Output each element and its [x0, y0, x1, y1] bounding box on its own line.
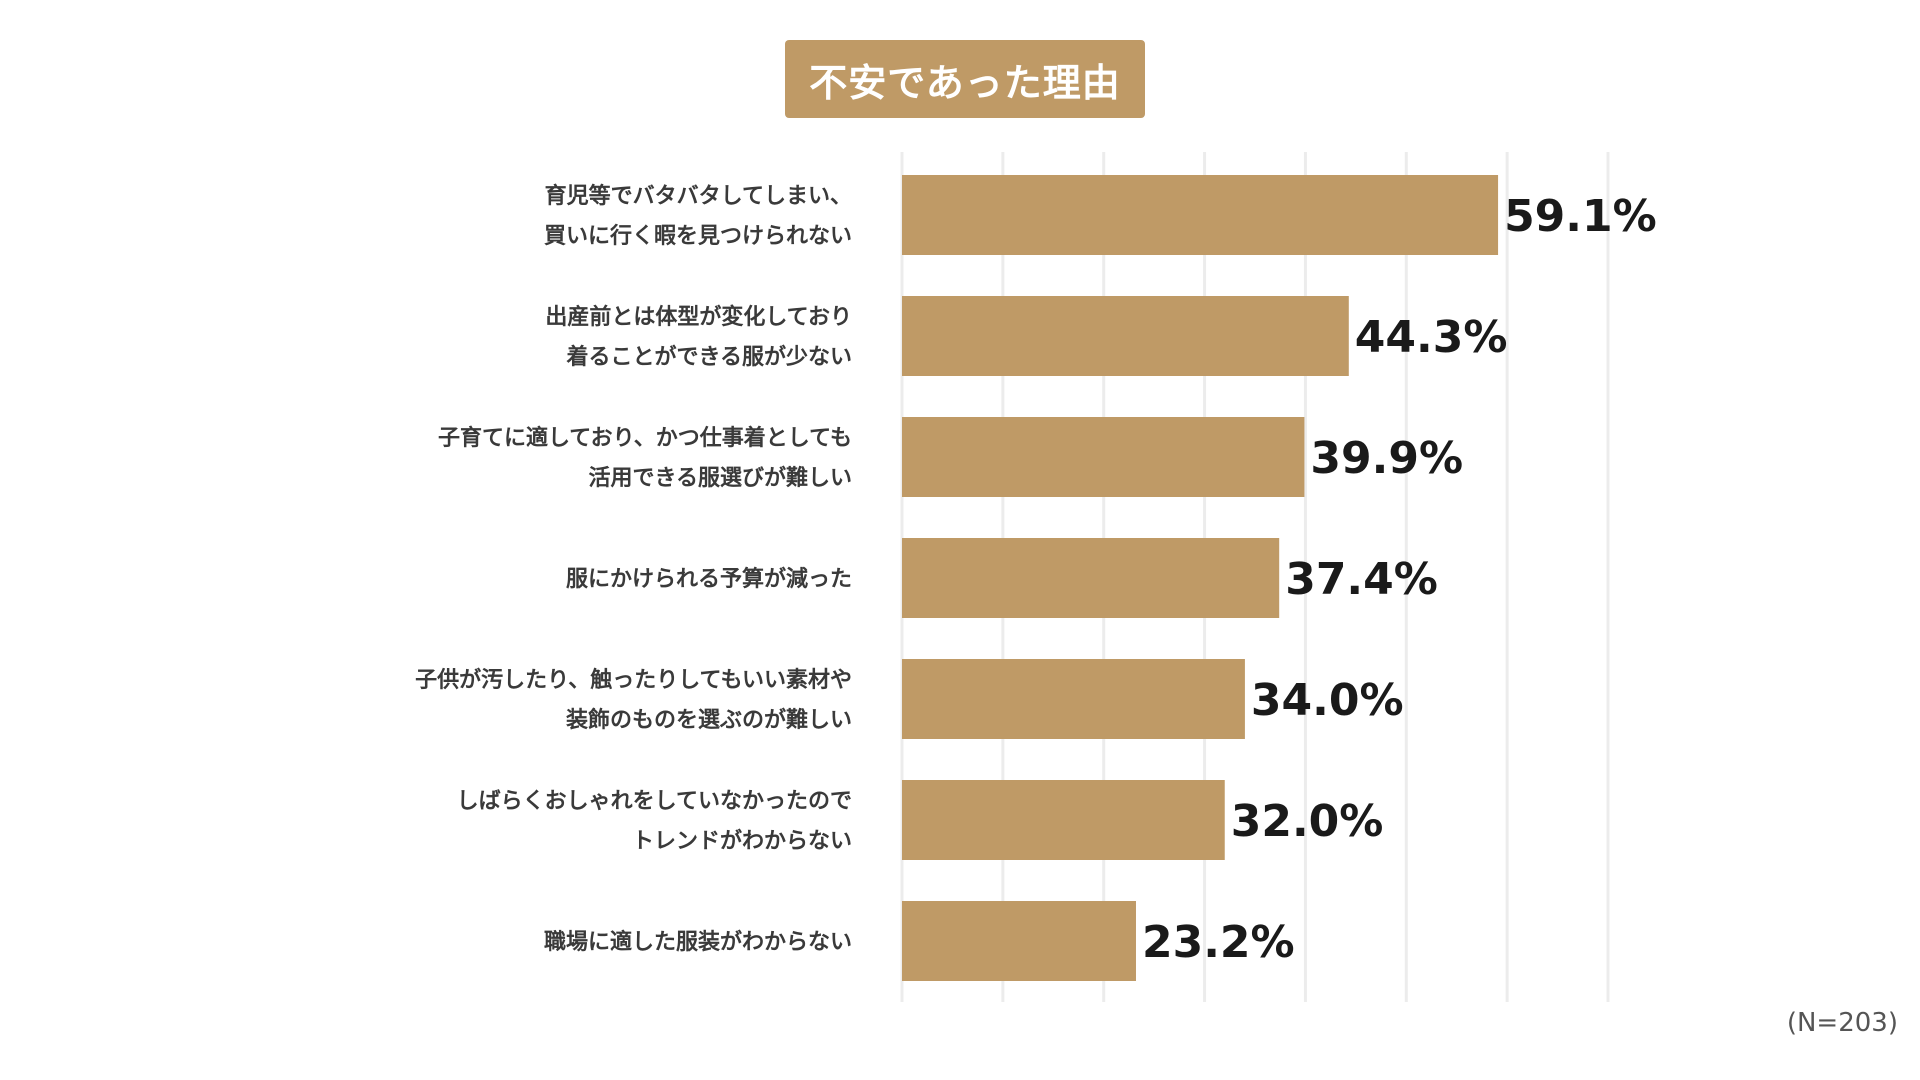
category-label-2-line-1: 出産前とは体型が変化しており: [545, 304, 852, 330]
chart-title-box: 不安であった理由: [785, 40, 1145, 118]
chart-title: 不安であった理由: [809, 60, 1121, 105]
category-label-3-line-1: 子育てに適しており、かつ仕事着としても: [438, 425, 852, 451]
value-label-7: 23.2%: [1142, 917, 1295, 968]
bar-3: [902, 417, 1305, 497]
sample-size-note: (N=203): [1786, 1008, 1898, 1038]
bar-2: [902, 296, 1349, 376]
bar-7: [902, 901, 1136, 981]
category-label-7-line-1: 職場に適した服装がわからない: [544, 929, 852, 955]
category-label-1-line-1: 育児等でバタバタしてしまい、: [545, 183, 852, 209]
value-label-6: 32.0%: [1231, 796, 1384, 847]
bar-1: [902, 175, 1499, 255]
value-labels: 59.1% 44.3% 39.9% 37.4% 34.0% 32.0% 23.2%: [1142, 191, 1657, 968]
value-label-5: 34.0%: [1251, 675, 1404, 726]
category-label-6-line-1: しばらくおしゃれをしていなかったので: [457, 789, 852, 814]
category-label-3-line-2: 活用できる服選びが難しい: [588, 465, 852, 491]
category-label-2-line-2: 着ることができる服が少ない: [565, 344, 852, 370]
category-label-1-line-2: 買いに行く暇を見つけられない: [544, 223, 852, 249]
value-label-4: 37.4%: [1285, 554, 1438, 605]
value-label-1: 59.1%: [1504, 191, 1657, 242]
bars: [902, 175, 1499, 981]
value-label-2: 44.3%: [1355, 312, 1508, 363]
category-label-5-line-2: 装飾のものを選ぶのが難しい: [566, 707, 852, 733]
category-label-6-line-2: トレンドがわからない: [632, 828, 852, 854]
category-label-5-line-1: 子供が汚したり、触ったりしてもいい素材や: [415, 667, 852, 693]
bar-6: [902, 780, 1225, 860]
category-label-4-line-1: 服にかけられる予算が減った: [566, 566, 852, 592]
category-labels: 育児等でバタバタしてしまい、買いに行く暇を見つけられない出産前とは体型が変化して…: [415, 183, 852, 955]
bar-5: [902, 659, 1245, 739]
bar-4: [902, 538, 1280, 618]
value-label-3: 39.9%: [1310, 433, 1463, 484]
